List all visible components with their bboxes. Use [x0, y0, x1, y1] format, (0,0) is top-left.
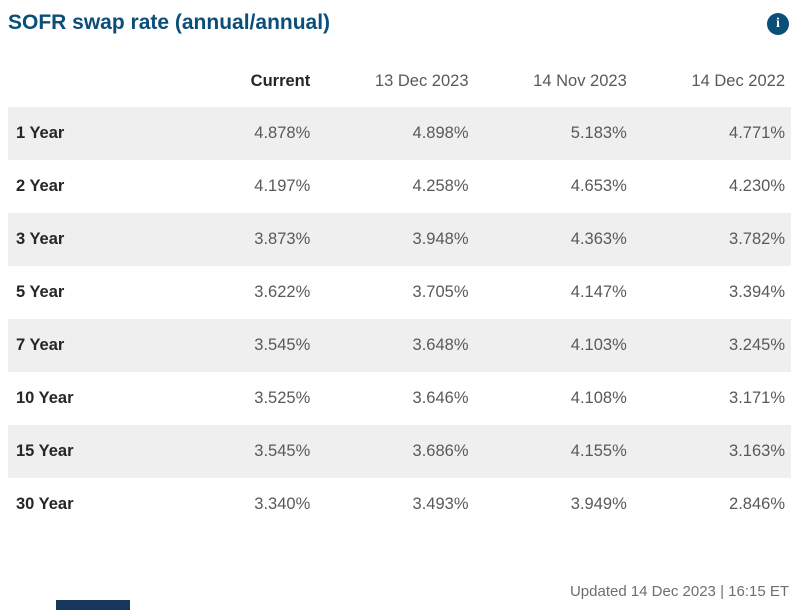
card-header: SOFR swap rate (annual/annual) i [0, 0, 799, 36]
rate-cell: 3.493% [412, 495, 469, 513]
rate-cell: 3.873% [254, 230, 311, 248]
info-icon-glyph: i [776, 16, 780, 31]
row-label: 3 Year [16, 230, 65, 248]
rate-cell: 3.163% [729, 442, 785, 460]
row-label: 2 Year [16, 177, 65, 195]
partial-logo [56, 600, 130, 610]
column-header-date-1: 13 Dec 2023 [374, 72, 469, 90]
rate-cell: 2.846% [729, 495, 785, 513]
column-header-date-3: 14 Dec 2022 [691, 72, 785, 90]
rate-cell: 3.686% [412, 442, 469, 460]
table-row: 30 Year 3.340% 3.493% 3.949% 2.846% [8, 478, 791, 531]
rate-cell: 3.782% [729, 230, 785, 248]
rate-cell: 4.258% [412, 177, 469, 195]
rate-cell: 3.646% [412, 389, 469, 407]
table-row: 3 Year 3.873% 3.948% 4.363% 3.782% [8, 213, 791, 266]
rate-cell: 3.622% [254, 283, 311, 301]
rate-cell: 4.103% [570, 336, 627, 354]
rate-cell: 4.898% [412, 124, 469, 142]
rate-cell: 3.394% [729, 283, 785, 301]
rate-cell: 4.771% [729, 124, 785, 142]
row-label: 1 Year [16, 124, 65, 142]
rate-cell: 3.949% [570, 495, 627, 513]
rate-cell: 3.171% [729, 389, 785, 407]
column-header-empty [8, 62, 158, 107]
info-icon[interactable]: i [767, 13, 789, 35]
rate-cell: 3.245% [729, 336, 785, 354]
rate-cell: 5.183% [570, 124, 627, 142]
row-label: 5 Year [16, 283, 65, 301]
table-row: 2 Year 4.197% 4.258% 4.653% 4.230% [8, 160, 791, 213]
rate-cell: 3.545% [254, 336, 311, 354]
swap-rate-table: Current 13 Dec 2023 14 Nov 2023 14 Dec 2… [8, 62, 791, 531]
rate-cell: 4.147% [570, 283, 627, 301]
column-header-current: Current [250, 72, 311, 90]
table-row: 15 Year 3.545% 3.686% 4.155% 3.163% [8, 425, 791, 478]
rate-cell: 3.948% [412, 230, 469, 248]
table-row: 5 Year 3.622% 3.705% 4.147% 3.394% [8, 266, 791, 319]
rate-cell: 4.230% [729, 177, 785, 195]
table-header-row: Current 13 Dec 2023 14 Nov 2023 14 Dec 2… [8, 62, 791, 107]
rate-cell: 4.155% [570, 442, 627, 460]
rate-cell: 3.705% [412, 283, 469, 301]
rate-cell: 4.363% [570, 230, 627, 248]
column-header-date-2: 14 Nov 2023 [533, 72, 627, 90]
rate-cell: 3.340% [254, 495, 311, 513]
rate-cell: 4.108% [570, 389, 627, 407]
rate-cell: 4.878% [254, 124, 311, 142]
page-title: SOFR swap rate (annual/annual) [8, 11, 331, 34]
rate-cell: 4.653% [570, 177, 627, 195]
table-row: 1 Year 4.878% 4.898% 5.183% 4.771% [8, 107, 791, 160]
row-label: 10 Year [16, 389, 74, 407]
rate-cell: 3.545% [254, 442, 311, 460]
rate-cell: 3.525% [254, 389, 311, 407]
row-label: 7 Year [16, 336, 65, 354]
rate-cell: 3.648% [412, 336, 469, 354]
rate-cell: 4.197% [254, 177, 311, 195]
row-label: 30 Year [16, 495, 74, 513]
row-label: 15 Year [16, 442, 74, 460]
table-row: 10 Year 3.525% 3.646% 4.108% 3.171% [8, 372, 791, 425]
table-row: 7 Year 3.545% 3.648% 4.103% 3.245% [8, 319, 791, 372]
last-updated: Updated 14 Dec 2023 | 16:15 ET [569, 583, 789, 600]
